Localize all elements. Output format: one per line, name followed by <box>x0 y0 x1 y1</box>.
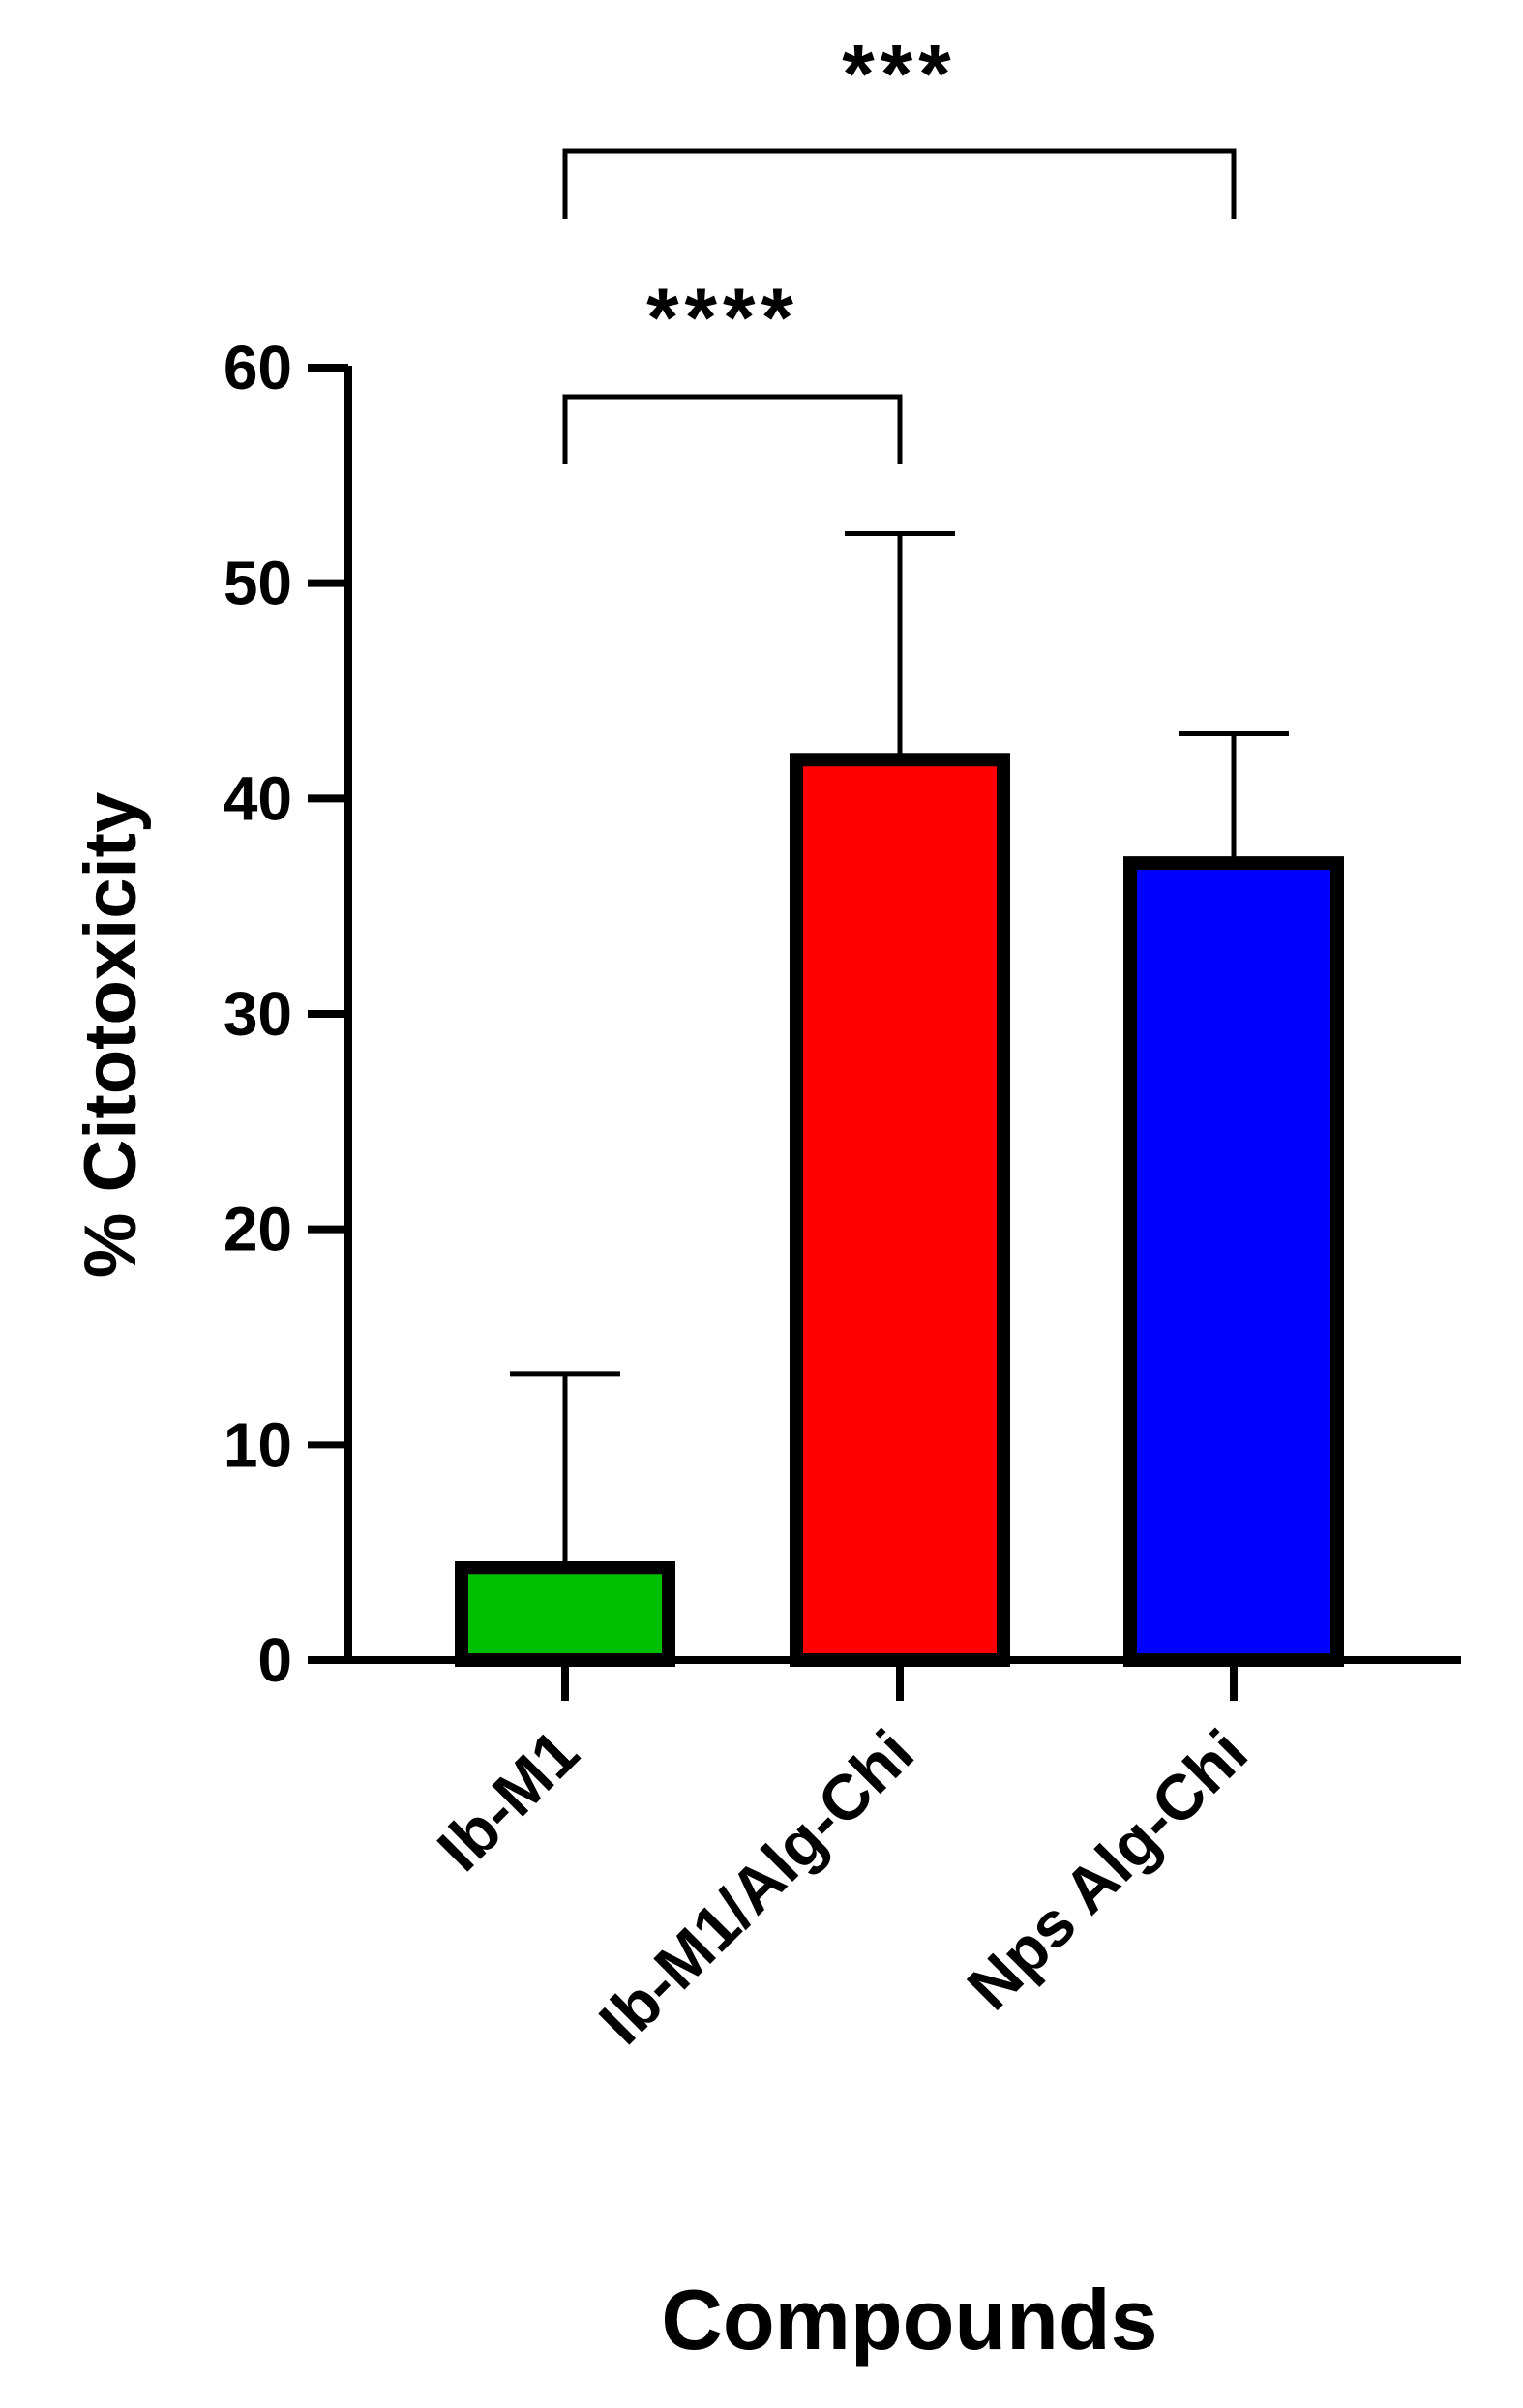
error-bars <box>510 530 1289 1568</box>
y-tick-label: 30 <box>224 979 292 1049</box>
x-axis-label: Compounds <box>661 2272 1157 2367</box>
significance-brackets: ******* <box>562 28 1237 464</box>
significance-label: *** <box>842 28 956 121</box>
x-tick-label: Ib-M1 <box>424 1716 592 1885</box>
significance-bracket <box>562 148 1237 219</box>
x-tick-label: Ib-M1/Alg-Chi <box>585 1716 927 2058</box>
y-tick-label: 0 <box>257 1625 292 1695</box>
bar-ib-m1 <box>455 1561 675 1667</box>
significance-bracket <box>562 394 903 464</box>
x-tick-label: Nps Alg-Chi <box>953 1716 1261 2024</box>
bar-nps-alg-chi <box>1123 856 1344 1667</box>
significance-label: **** <box>646 272 799 365</box>
bar-ib-m1-alg-chi <box>790 753 1010 1667</box>
y-axis-label: % Citotoxicity <box>70 792 152 1279</box>
y-tick-label: 10 <box>224 1410 292 1479</box>
y-tick-label: 60 <box>224 333 292 402</box>
y-tick-label: 20 <box>224 1195 292 1264</box>
chart-bars <box>455 753 1344 1667</box>
y-tick-label: 40 <box>224 763 292 833</box>
y-tick-label: 50 <box>224 549 292 618</box>
